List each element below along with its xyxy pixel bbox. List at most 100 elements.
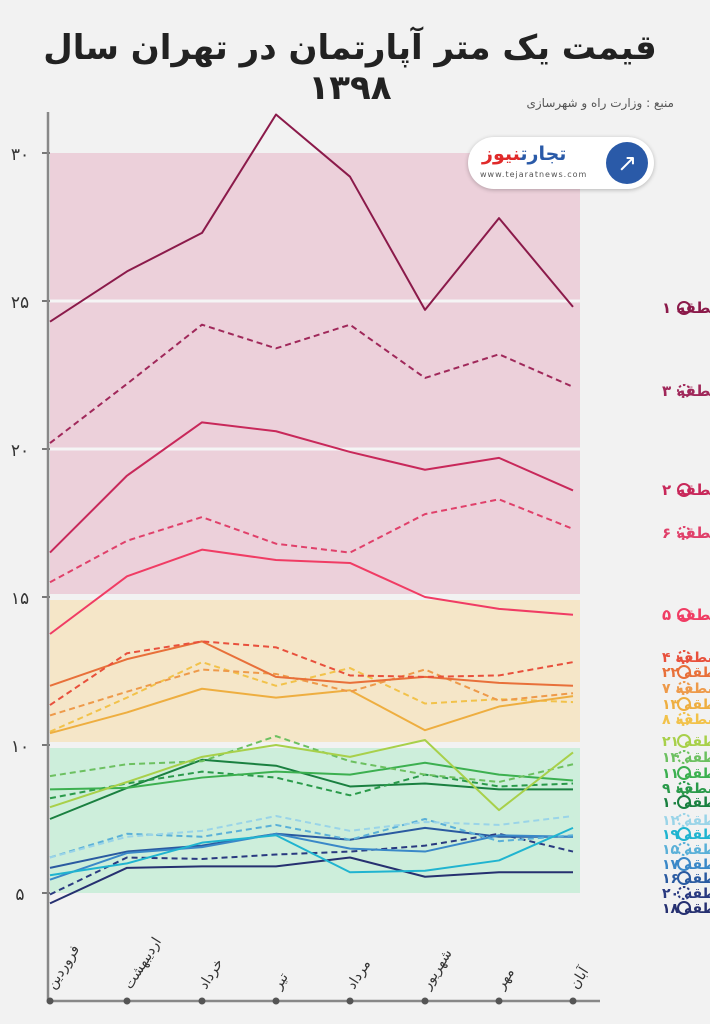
legend-marker-icon [677, 827, 691, 841]
legend-marker-icon [677, 857, 691, 871]
y-tick-label: ۵ [15, 885, 24, 905]
series-line [49, 113, 574, 323]
legend-label: منطقه ۲۰ [662, 886, 710, 902]
legend-item: منطقه ۸ [662, 712, 710, 728]
legend-marker-icon [677, 734, 691, 748]
series-line [49, 758, 573, 820]
legend-label: منطقه ۱۳ [662, 697, 710, 713]
legend-marker-icon [677, 886, 691, 900]
legend-item: منطقه ۲۱ [662, 734, 710, 750]
y-tick-label: ۱۵ [11, 589, 29, 609]
legend-marker-icon [677, 384, 691, 398]
series-line [49, 498, 574, 584]
legend-marker-icon [677, 766, 691, 780]
series-line [49, 826, 574, 877]
legend-marker-icon [677, 781, 691, 795]
legend-marker-icon [677, 526, 691, 540]
legend-item: منطقه ۱۹ [662, 827, 710, 843]
x-tick-label: آبان [566, 963, 593, 992]
legend-item: منطقه ۱۵ [662, 842, 710, 858]
legend-label: منطقه ۱۱ [662, 766, 710, 782]
x-tick-dot [346, 997, 354, 1005]
legend-marker-icon [677, 750, 691, 764]
legend-marker-icon [677, 712, 691, 726]
x-tick-label: خرداد [196, 956, 227, 992]
legend-label: منطقه ۱۸ [662, 901, 710, 917]
legend-marker-icon [677, 842, 691, 856]
legend-label: منطقه ۱۲ [662, 813, 710, 829]
publisher-logo: تجارتنیوز www.tejaratnews.com ↗ [468, 137, 654, 189]
legend-label: منطقه ۲۲ [662, 665, 710, 681]
x-tick-label: فروردین [44, 942, 83, 992]
legend-item: منطقه ۹ [662, 781, 710, 797]
series-line [49, 856, 573, 905]
legend-label: منطقه ۱۰ [662, 795, 710, 811]
legend-label: منطقه ۳ [662, 382, 710, 400]
legend-marker-icon [677, 650, 691, 664]
legend-marker-icon [677, 483, 691, 497]
x-tick-dot [272, 997, 280, 1005]
legend-item: منطقه ۵ [662, 606, 710, 624]
band-2 [50, 748, 580, 893]
series-line [49, 815, 574, 859]
x-tick-dot [495, 997, 503, 1005]
legend-item: منطقه ۱۰ [662, 795, 710, 811]
x-tick-dot [198, 997, 206, 1005]
series-line [49, 761, 574, 791]
source-note: منبع : وزارت راه و شهرسازی [526, 96, 674, 110]
legend-item: منطقه ۱۶ [662, 871, 710, 887]
y-tick-label: ۱۰ [11, 737, 29, 757]
series-line [49, 323, 574, 444]
legend-label: منطقه ۸ [662, 712, 710, 728]
legend-marker-icon [677, 665, 691, 679]
series-line [49, 826, 573, 869]
y-tick-label: ۲۰ [11, 441, 29, 461]
x-tick-label: مهر [492, 965, 518, 993]
series-line [49, 548, 574, 635]
legend-label: منطقه ۲۱ [662, 734, 710, 750]
x-tick-dot [569, 997, 577, 1005]
band-1 [50, 600, 580, 742]
legend-marker-icon [677, 795, 691, 809]
x-tick-dot [123, 997, 131, 1005]
y-tick-label: ۳۰ [11, 145, 29, 165]
series-line [49, 421, 574, 554]
legend-marker-icon [677, 697, 691, 711]
legend-label: منطقه ۱۹ [662, 827, 710, 843]
x-tick-label: مرداد [344, 957, 374, 992]
legend-label: منطقه ۱۷ [662, 857, 710, 873]
legend-label: منطقه ۱۵ [662, 842, 710, 858]
series-line [49, 770, 574, 800]
x-tick-dot [421, 997, 429, 1005]
legend-item: منطقه ۴ [662, 650, 710, 666]
series-line [49, 687, 574, 735]
series-line [49, 668, 574, 717]
legend-label: منطقه ۶ [662, 524, 710, 542]
legend-marker-icon [677, 901, 691, 915]
legend-label: منطقه ۵ [662, 606, 710, 624]
legend-label: منطقه ۴ [662, 650, 710, 666]
legend-label: منطقه ۱۴ [662, 750, 710, 766]
series-line [49, 661, 574, 733]
legend-item: منطقه ۶ [662, 524, 710, 542]
legend-label: منطقه ۱ [662, 299, 710, 317]
series-line [49, 818, 574, 859]
logo-arrow-icon: ↗ [606, 142, 648, 184]
legend-item: منطقه ۱۷ [662, 857, 710, 873]
legend-item: منطقه ۳ [662, 382, 710, 400]
y-tick-label: ۲۵ [11, 293, 29, 313]
legend-item: منطقه ۲۰ [662, 886, 710, 902]
legend-item: منطقه ۷ [662, 681, 710, 697]
x-tick-dot [46, 997, 54, 1005]
legend-marker-icon [677, 871, 691, 885]
legend-marker-icon [677, 681, 691, 695]
legend-item: منطقه ۲ [662, 481, 710, 499]
legend-label: منطقه ۹ [662, 781, 710, 797]
logo-brand-part2: نیوز [482, 143, 521, 165]
legend-marker-icon [677, 813, 691, 827]
legend-item: منطقه ۱۸ [662, 901, 710, 917]
series-line [49, 640, 574, 706]
legend-item: منطقه ۲۲ [662, 665, 710, 681]
legend-label: منطقه ۱۶ [662, 871, 710, 887]
